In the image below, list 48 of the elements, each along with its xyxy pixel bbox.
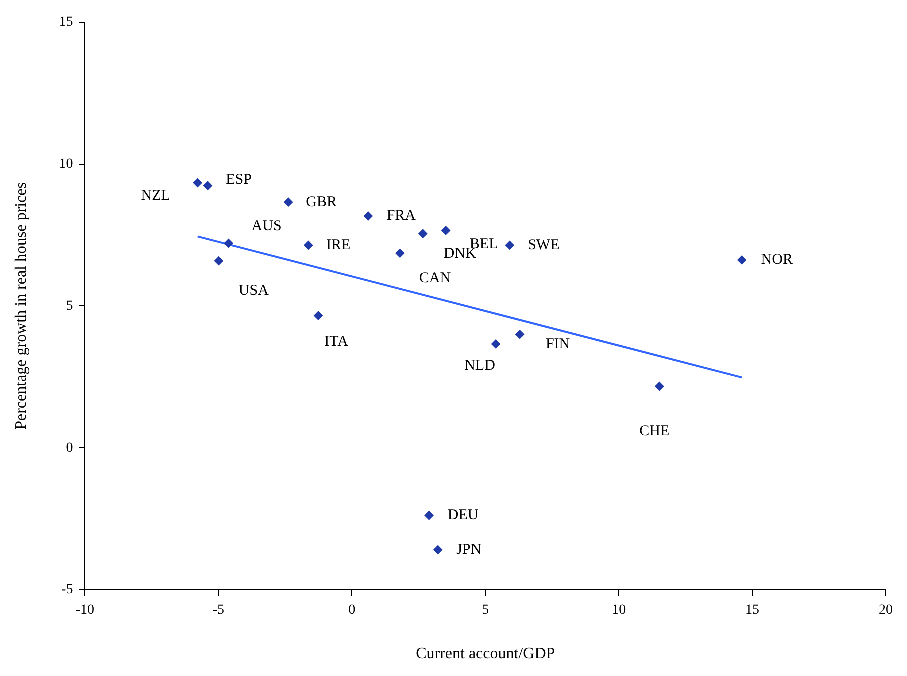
y-tick-label: 15 xyxy=(59,15,74,30)
point xyxy=(434,545,443,554)
y-tick-label: -5 xyxy=(62,582,74,598)
y-tick-label: 5 xyxy=(66,298,74,314)
x-tick-label: 5 xyxy=(482,603,490,618)
point xyxy=(505,240,514,250)
annotation: GBR xyxy=(306,194,338,210)
point xyxy=(314,311,323,320)
point xyxy=(304,240,314,250)
point xyxy=(516,330,525,340)
annotation: NZL xyxy=(141,188,170,204)
x-tick-label: 20 xyxy=(879,603,893,618)
point xyxy=(492,340,501,349)
annotation: CHE xyxy=(640,423,670,440)
point xyxy=(284,198,294,207)
annotation: SWE xyxy=(528,237,560,254)
point xyxy=(655,382,664,392)
point xyxy=(738,256,747,265)
point xyxy=(418,229,428,238)
point xyxy=(203,181,212,190)
annotation: DEU xyxy=(448,508,479,524)
x-axis-title: Current account/GDP xyxy=(416,646,556,663)
annotation: ITA xyxy=(324,334,349,350)
annotation: USA xyxy=(238,283,270,300)
point xyxy=(214,256,224,266)
x-tick-label: 10 xyxy=(612,603,626,618)
y-tick-label: 10 xyxy=(59,156,74,172)
annotation: CAN xyxy=(419,270,452,286)
point xyxy=(442,226,451,236)
annotation: ESP xyxy=(226,172,252,188)
point xyxy=(193,178,202,188)
annotation: NLD xyxy=(464,358,496,374)
point xyxy=(396,248,405,258)
x-tick-label: 15 xyxy=(746,603,760,618)
annotation: AUS xyxy=(252,218,282,234)
point xyxy=(424,511,434,520)
x-tick-label: 0 xyxy=(348,603,356,618)
annotation: FRA xyxy=(386,208,416,224)
y-tick-label: 0 xyxy=(66,440,74,456)
point xyxy=(224,238,234,248)
point xyxy=(364,212,373,221)
annotation: IRE xyxy=(326,237,351,254)
annotation: JPN xyxy=(456,542,482,558)
x-tick-label: -5 xyxy=(212,603,225,618)
annotation: FIN xyxy=(546,336,570,353)
annotation: NOR xyxy=(761,252,793,268)
x-tick-label: -10 xyxy=(76,603,95,618)
y-axis-title: Percentage growth in real house prices xyxy=(12,182,30,430)
